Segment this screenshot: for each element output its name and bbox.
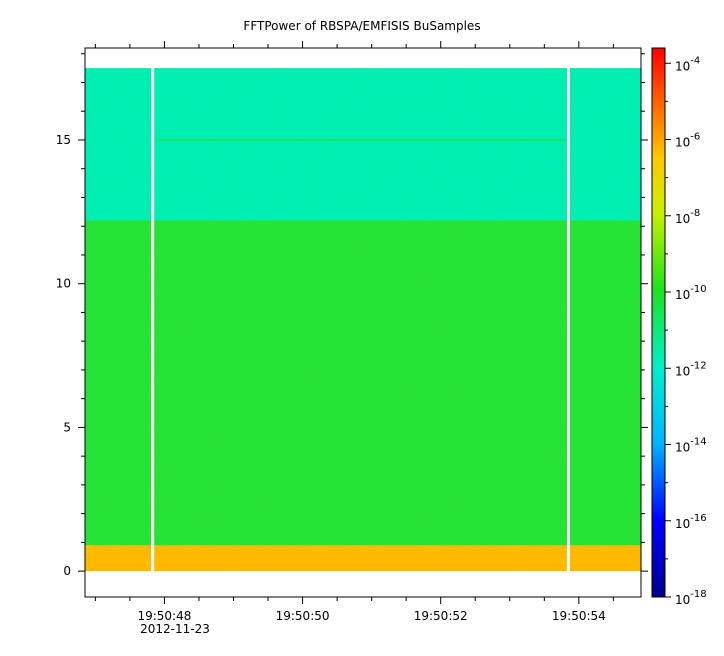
y-tick-label: 15: [56, 133, 71, 147]
plot-frame: [84, 47, 642, 598]
colorbar-tick-label: 10-6: [675, 132, 700, 150]
x-tick-label: 19:50:48: [137, 609, 191, 623]
colorbar-tick-label: 10-18: [675, 589, 707, 607]
chart-title: FFTPower of RBSPA/EMFISIS BuSamples: [243, 19, 480, 33]
x-tick-label: 19:50:54: [552, 609, 606, 623]
spectrogram-band-texture-1: [85, 220, 641, 546]
x-axis: 19:50:48 19:50:50 19:50:52 19:50:54: [94, 41, 614, 623]
y-tick-label: 5: [63, 420, 71, 434]
data-gap-1: [566, 67, 570, 573]
data-gap-0: [151, 67, 155, 573]
colorbar-tick-label: 10-12: [675, 360, 707, 378]
colorbar-gradient: [651, 47, 666, 598]
colorbar-tick-label: 10-4: [675, 55, 700, 73]
y-tick-label: 0: [63, 564, 71, 578]
colorbar-tick-label: 10-14: [675, 437, 707, 455]
spectrogram-band-texture-0: [85, 545, 641, 572]
y-axis: 0 5 10 15: [56, 53, 648, 578]
colorbar: 10-4 10-6 10-8 10-10 10-12 10-14 10-16 10-18: [651, 47, 707, 607]
colorbar-tick-label: 10-16: [675, 513, 707, 531]
x-axis-date-label: 2012-11-23: [140, 622, 210, 636]
colorbar-tick-label: 10-8: [675, 208, 700, 226]
x-tick-label: 19:50:50: [276, 609, 330, 623]
y-tick-label: 10: [56, 277, 71, 291]
colorbar-tick-label: 10-10: [675, 284, 707, 302]
spectrogram-band-texture-2: [85, 68, 641, 221]
plot-area: [85, 67, 641, 573]
x-tick-label: 19:50:52: [414, 609, 468, 623]
